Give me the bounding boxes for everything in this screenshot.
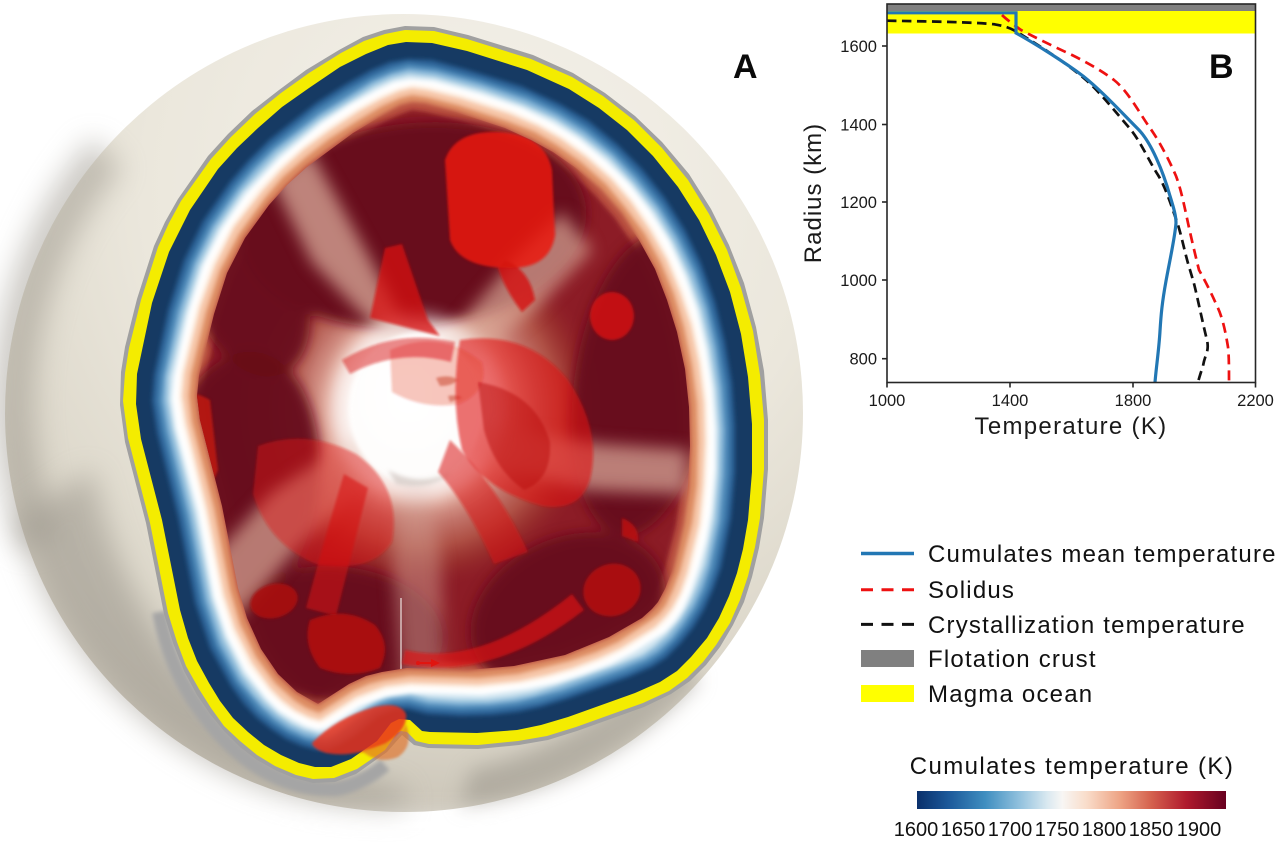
svg-text:1850: 1850	[1129, 819, 1174, 841]
svg-text:Cumulates mean temperature: Cumulates mean temperature	[928, 541, 1277, 568]
svg-text:Flotation crust: Flotation crust	[928, 646, 1097, 673]
svg-text:Crystallization temperature: Crystallization temperature	[928, 612, 1246, 639]
svg-text:1700: 1700	[988, 819, 1033, 841]
svg-text:Cumulates temperature (K): Cumulates temperature (K)	[910, 753, 1234, 780]
svg-text:A: A	[733, 48, 758, 86]
svg-text:1750: 1750	[1035, 819, 1080, 841]
svg-text:1400: 1400	[992, 392, 1029, 410]
svg-text:B: B	[1209, 48, 1234, 86]
svg-text:1800: 1800	[1082, 819, 1127, 841]
svg-text:1900: 1900	[1177, 819, 1222, 841]
svg-text:Temperature (K): Temperature (K)	[975, 413, 1168, 440]
svg-text:1800: 1800	[1115, 392, 1152, 410]
svg-text:Magma ocean: Magma ocean	[928, 681, 1093, 708]
svg-text:1600: 1600	[840, 38, 877, 56]
svg-text:1400: 1400	[840, 117, 877, 135]
svg-text:Solidus: Solidus	[928, 577, 1015, 604]
svg-text:2200: 2200	[1237, 392, 1274, 410]
svg-text:Radius (km): Radius (km)	[800, 123, 827, 263]
svg-text:800: 800	[849, 351, 877, 369]
svg-text:1650: 1650	[941, 819, 986, 841]
svg-text:1200: 1200	[840, 194, 877, 212]
svg-text:1600: 1600	[894, 819, 939, 841]
svg-text:1000: 1000	[840, 272, 877, 290]
svg-text:1000: 1000	[869, 392, 906, 410]
